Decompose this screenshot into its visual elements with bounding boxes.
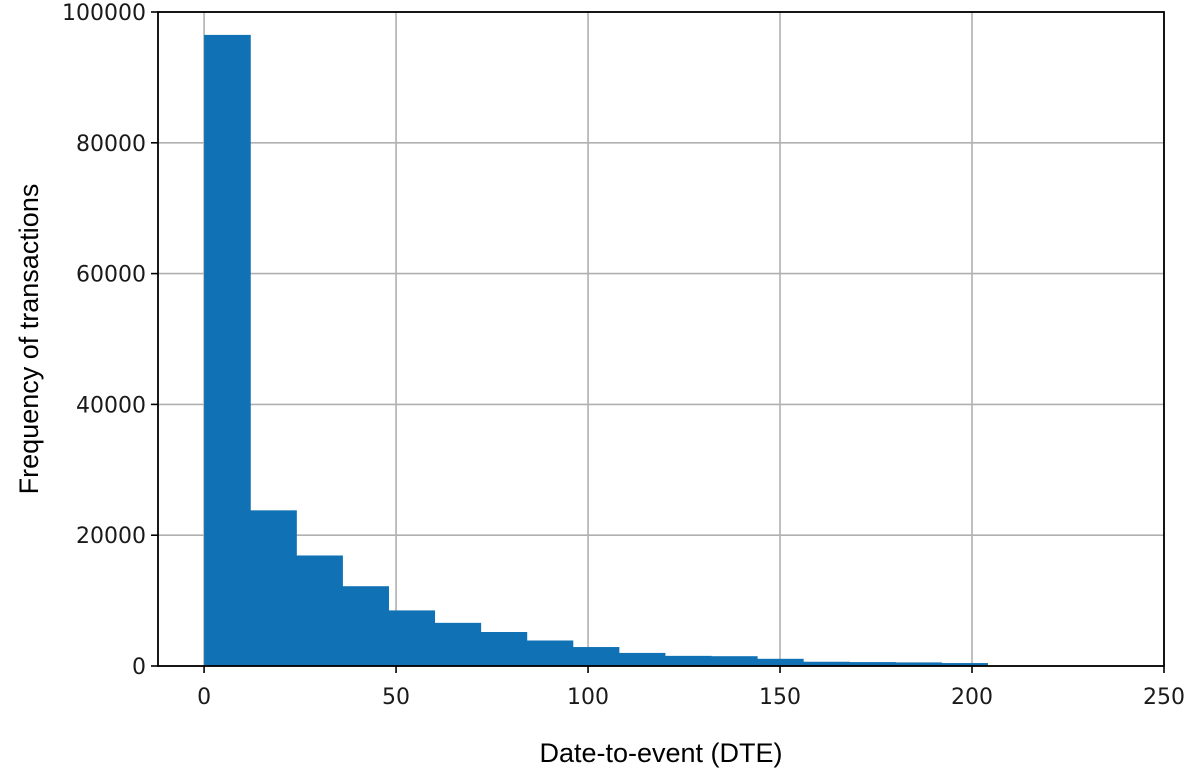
histogram-bar [618,652,666,666]
histogram-bar [895,662,942,666]
y-tick-label: 60000 [76,263,146,288]
histogram-bar [526,640,574,666]
histogram-bar [388,610,436,666]
histogram-bars [204,34,988,666]
plot-frame [157,11,1165,667]
histogram-bar [941,663,988,666]
histogram-bar [572,647,620,666]
y-tick-label: 80000 [76,132,146,157]
histogram-bar [849,662,896,666]
y-tick-label: 100000 [62,1,146,26]
axis-ticks: 0 50 100 150 200 250 0 20000 40000 60000 80000 1000… [62,1,1185,710]
y-axis-title: Frequency of transactions [14,184,44,495]
histogram-bar [204,34,251,666]
histogram-bar [250,510,297,666]
x-tick-label: 200 [951,685,993,710]
histogram-bar [296,555,343,666]
histogram-bar [480,631,528,666]
histogram-bar [756,658,804,666]
histogram-bar [710,656,758,666]
x-tick-label: 150 [759,685,801,710]
x-tick-label: 250 [1143,685,1185,710]
y-tick-label: 0 [132,655,146,680]
x-axis-title: Date-to-event (DTE) [539,738,782,768]
histogram-bar [434,622,482,666]
x-tick-label: 100 [567,685,609,710]
x-tick-label: 50 [382,685,410,710]
histogram-bar [664,655,712,666]
x-tick-label: 0 [197,685,211,710]
y-tick-label: 20000 [76,524,146,549]
y-tick-label: 40000 [76,393,146,418]
histogram-bar [342,586,389,666]
histogram-bar [803,661,850,666]
